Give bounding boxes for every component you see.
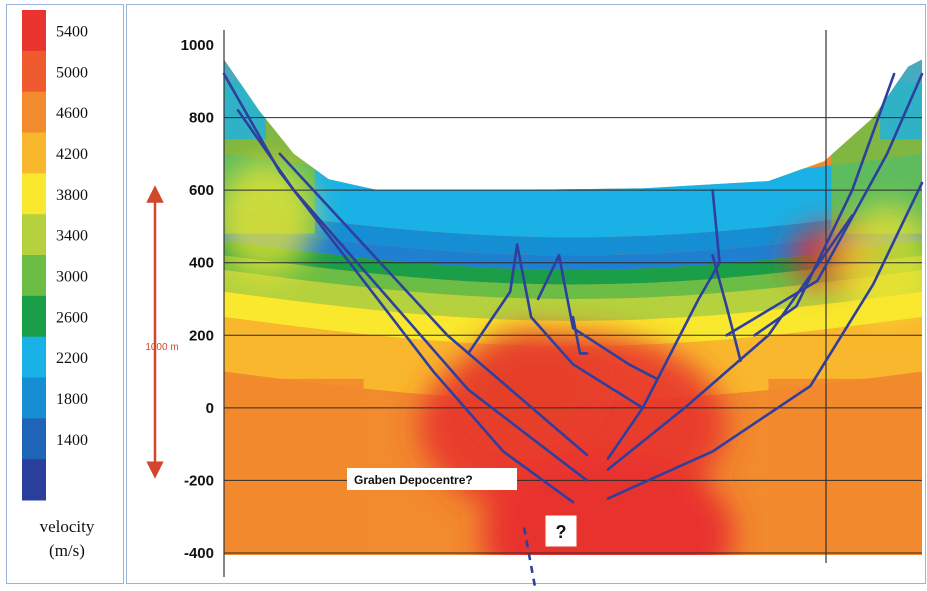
colorbar-swatch — [22, 459, 46, 501]
colorbar-swatch — [22, 10, 46, 52]
y-tick-label: 200 — [189, 327, 214, 344]
fault-line — [753, 72, 896, 337]
fault-line — [278, 152, 589, 457]
y-tick-labels: 1000 800 600 400 200 0 -200 -400 — [181, 37, 214, 562]
velocity-band — [224, 208, 922, 256]
colorbar-swatch — [22, 418, 46, 460]
fault-line — [515, 243, 645, 410]
colorbar-title-line2: (m/s) — [49, 541, 85, 560]
flank-top — [224, 59, 266, 140]
colorbar-level-label: 4600 — [56, 105, 88, 122]
colorbar-level-label: 2600 — [56, 309, 88, 326]
colorbar-swatch — [22, 295, 46, 338]
y-tick-label: -400 — [184, 545, 214, 562]
fault-line — [467, 243, 519, 355]
fault-line — [711, 254, 742, 362]
fault-line — [236, 109, 589, 482]
fault-line — [606, 214, 854, 471]
plot-frame — [126, 4, 926, 584]
colorbar-swatch — [22, 132, 46, 174]
y-tick-label: -200 — [184, 472, 214, 489]
colorbar-level-label: 1800 — [56, 391, 88, 408]
velocity-anomaly — [482, 455, 734, 556]
colorbar-swatch — [22, 50, 46, 93]
colorbar-level-label: 5000 — [56, 64, 88, 81]
question-box — [545, 515, 577, 547]
lower-left-zone — [224, 378, 364, 556]
fault-line — [557, 254, 659, 381]
question-mark: ? — [556, 522, 567, 542]
colorbar-swatch — [22, 214, 46, 256]
depocentre-label-box — [347, 468, 517, 490]
fault-lines — [222, 72, 924, 591]
y-tick-label: 400 — [189, 255, 214, 272]
scale-label: 1000 m — [145, 342, 178, 353]
colorbar-level-label: 5400 — [56, 23, 88, 40]
colorbar-swatch — [22, 255, 46, 297]
fault-line — [571, 315, 589, 355]
velocity-band — [224, 291, 922, 347]
colorbar-swatch — [22, 91, 46, 133]
fault-line — [606, 188, 721, 460]
velocity-band — [224, 226, 922, 270]
depocentre-label: Graben Depocentre? — [354, 473, 473, 487]
grid-lines — [224, 117, 922, 554]
colorbar-swatch — [22, 377, 46, 419]
colorbar-level-label: 3000 — [56, 268, 88, 285]
colorbar-level-label: 2200 — [56, 350, 88, 367]
velocity-band — [224, 255, 922, 299]
fault-line — [606, 181, 924, 500]
colorbar-level-label: 4200 — [56, 146, 88, 163]
y-tick-label: 1000 — [181, 37, 214, 54]
colorbar-level-label: 1400 — [56, 432, 88, 449]
fault-line — [536, 254, 561, 301]
colorbar: 5400 5000 4600 4200 3800 3400 3000 2600 2200 1800… — [22, 10, 88, 501]
velocity-anomaly — [224, 161, 315, 278]
y-tick-label: 800 — [189, 110, 214, 127]
y-tick-label: 0 — [206, 400, 214, 417]
flank-top — [880, 59, 922, 140]
lower-right-zone — [768, 378, 922, 556]
velocity-section — [224, 59, 922, 556]
velocity-band — [224, 240, 922, 285]
colorbar-swatch — [22, 173, 46, 215]
colorbar-level-label: 3800 — [56, 187, 88, 204]
colorbar-level-label: 3400 — [56, 228, 88, 245]
colorbar-swatch — [22, 336, 46, 378]
colorbar-title-line1: velocity — [40, 517, 95, 536]
y-tick-label: 600 — [189, 182, 214, 199]
